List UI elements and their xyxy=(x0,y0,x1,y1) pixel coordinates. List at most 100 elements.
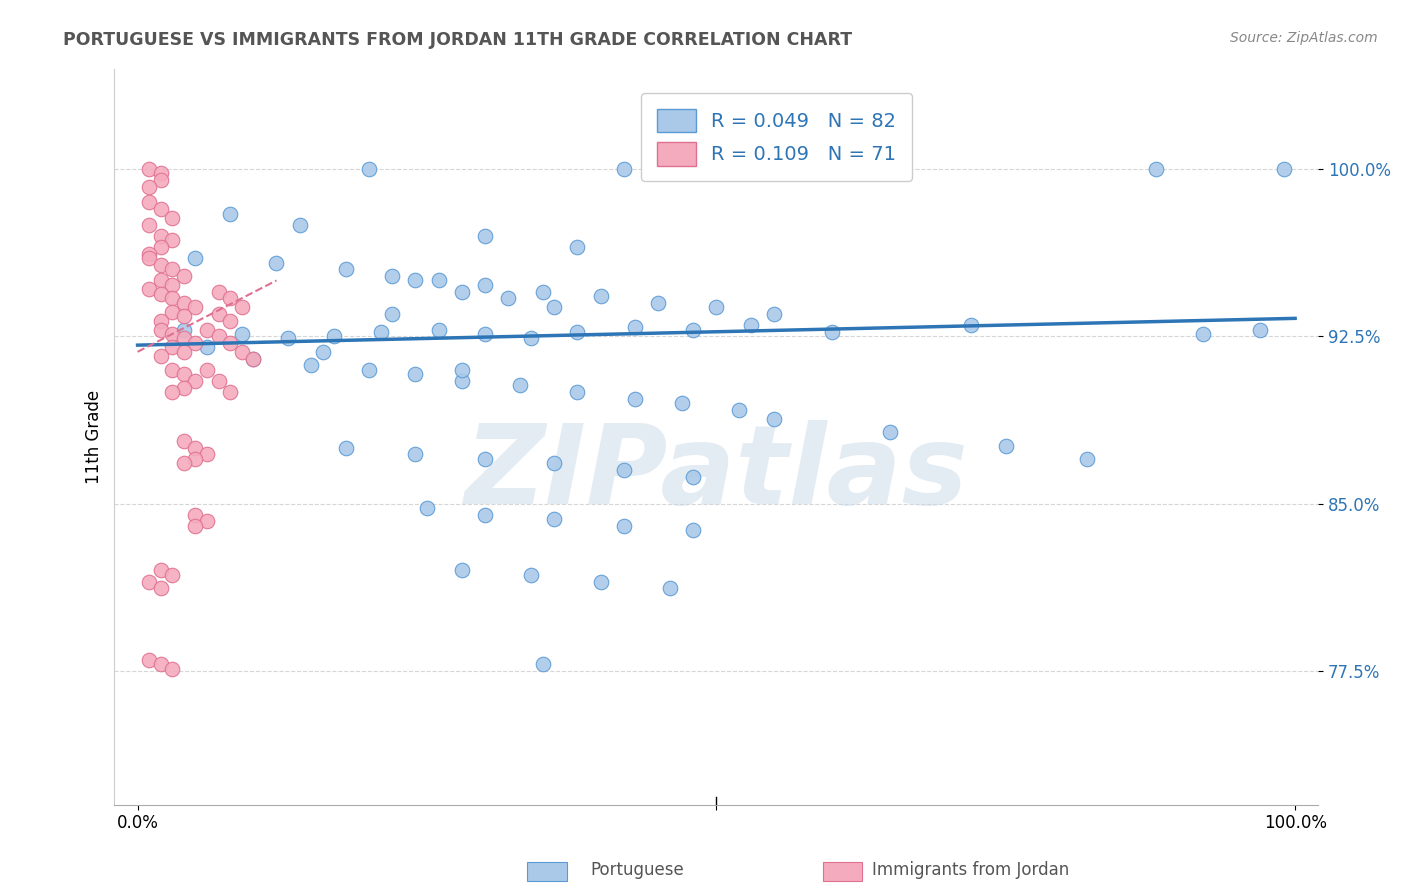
Point xyxy=(184,508,207,522)
Point xyxy=(219,206,242,220)
Text: Source: ZipAtlas.com: Source: ZipAtlas.com xyxy=(1230,31,1378,45)
Point xyxy=(474,277,496,292)
Point xyxy=(173,309,195,323)
Point xyxy=(567,240,589,254)
Point xyxy=(1144,161,1167,176)
Point xyxy=(149,258,172,272)
Point xyxy=(219,384,242,399)
Point xyxy=(613,161,636,176)
Point xyxy=(543,456,565,470)
Point xyxy=(231,344,253,359)
Point xyxy=(879,161,901,176)
Point xyxy=(149,657,172,672)
Point xyxy=(149,582,172,596)
Point xyxy=(149,349,172,363)
Point xyxy=(740,318,762,332)
Point xyxy=(404,447,426,461)
Point xyxy=(312,344,335,359)
Text: Portuguese: Portuguese xyxy=(591,861,685,879)
Point xyxy=(994,438,1017,452)
Point xyxy=(138,251,160,265)
Point xyxy=(682,469,704,483)
Point xyxy=(149,228,172,243)
Point xyxy=(520,331,543,345)
Point xyxy=(149,240,172,254)
Point xyxy=(474,326,496,341)
Point xyxy=(184,335,207,350)
Point xyxy=(427,273,450,287)
Point xyxy=(138,195,160,210)
Point xyxy=(149,273,172,287)
Point xyxy=(543,300,565,314)
Point xyxy=(359,161,381,176)
Point xyxy=(184,441,207,455)
Point xyxy=(149,564,172,578)
Point xyxy=(162,277,184,292)
Point xyxy=(195,514,218,528)
Point xyxy=(184,518,207,533)
Point xyxy=(960,318,983,332)
Legend: R = 0.049   N = 82, R = 0.109   N = 71: R = 0.049 N = 82, R = 0.109 N = 71 xyxy=(641,93,912,181)
Point xyxy=(207,374,229,388)
Point xyxy=(543,512,565,526)
Point xyxy=(682,523,704,537)
Point xyxy=(219,335,242,350)
Point xyxy=(173,295,195,310)
Point xyxy=(195,362,218,376)
Point xyxy=(509,378,531,392)
Text: ZIPatlas: ZIPatlas xyxy=(464,420,969,527)
Point xyxy=(184,451,207,466)
Point xyxy=(231,300,253,314)
Point xyxy=(821,325,844,339)
Point xyxy=(531,657,554,672)
Point xyxy=(520,568,543,582)
Point xyxy=(704,300,727,314)
Point xyxy=(624,392,647,406)
Point xyxy=(219,313,242,327)
Point xyxy=(149,202,172,216)
Point xyxy=(149,173,172,187)
Point xyxy=(299,358,322,372)
Point xyxy=(427,322,450,336)
Point xyxy=(149,313,172,327)
Point xyxy=(162,326,184,341)
Point xyxy=(266,255,288,269)
Point xyxy=(763,307,786,321)
Point xyxy=(219,291,242,305)
Point xyxy=(335,441,357,455)
Point xyxy=(647,295,669,310)
Point xyxy=(1272,161,1295,176)
Point xyxy=(370,325,392,339)
Point xyxy=(671,396,693,410)
Point xyxy=(138,653,160,667)
Point xyxy=(162,291,184,305)
Point xyxy=(195,340,218,354)
Point xyxy=(613,518,636,533)
Point xyxy=(173,331,195,345)
Point xyxy=(162,384,184,399)
Y-axis label: 11th Grade: 11th Grade xyxy=(86,390,103,483)
Point xyxy=(404,273,426,287)
Point xyxy=(450,374,472,388)
Point xyxy=(450,285,472,299)
Point xyxy=(323,329,346,343)
Point xyxy=(242,351,264,366)
Point xyxy=(149,166,172,180)
Point xyxy=(531,285,554,299)
Point xyxy=(184,251,207,265)
Point xyxy=(879,425,901,439)
Point xyxy=(404,367,426,381)
Point xyxy=(335,262,357,277)
Point xyxy=(149,322,172,336)
Point xyxy=(207,307,229,321)
Point xyxy=(138,218,160,232)
Text: Immigrants from Jordan: Immigrants from Jordan xyxy=(872,861,1069,879)
Point xyxy=(728,402,751,417)
Point xyxy=(474,508,496,522)
Point xyxy=(416,500,439,515)
Point xyxy=(763,411,786,425)
Point xyxy=(1249,322,1271,336)
Point xyxy=(173,434,195,448)
Point xyxy=(496,291,519,305)
Text: PORTUGUESE VS IMMIGRANTS FROM JORDAN 11TH GRADE CORRELATION CHART: PORTUGUESE VS IMMIGRANTS FROM JORDAN 11T… xyxy=(63,31,852,49)
